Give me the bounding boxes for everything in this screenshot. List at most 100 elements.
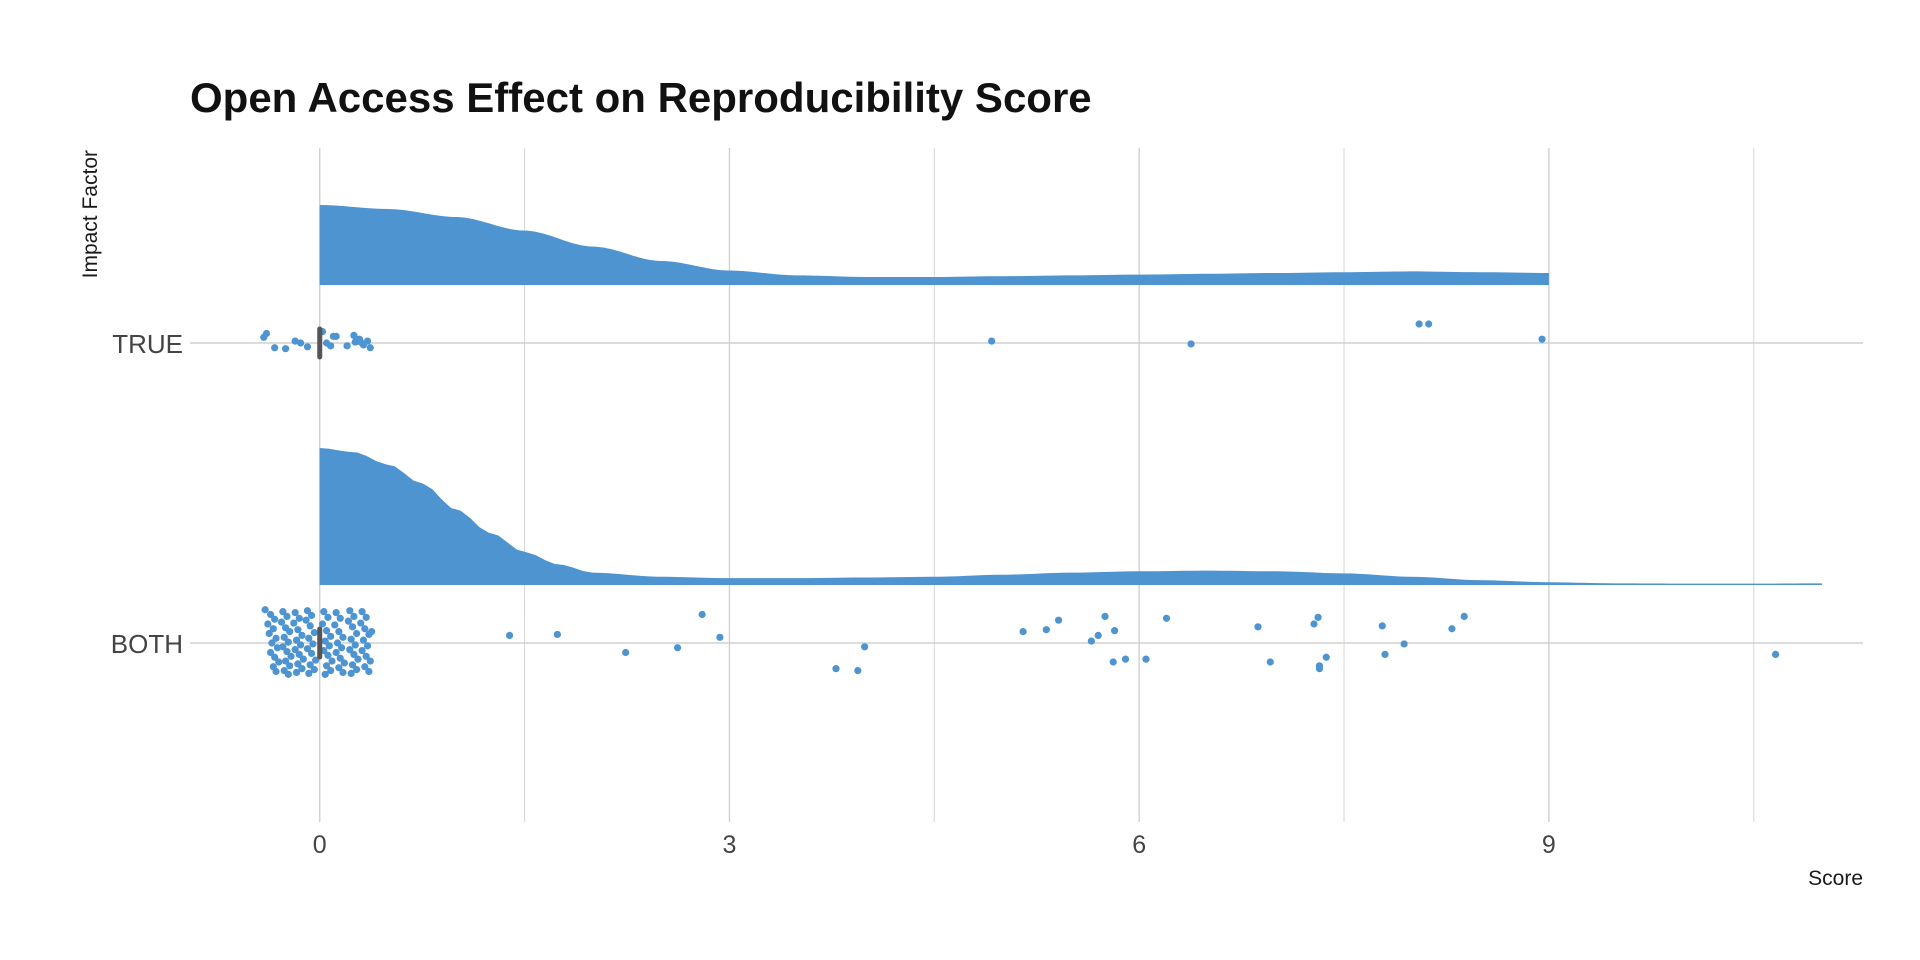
data-point xyxy=(335,664,343,672)
points-layer xyxy=(260,320,1780,678)
data-point xyxy=(332,648,340,657)
y-category-label: TRUE xyxy=(112,329,183,359)
data-point xyxy=(1266,658,1274,666)
data-point xyxy=(348,661,357,669)
data-point xyxy=(271,615,279,623)
x-tick-label: 0 xyxy=(313,831,327,859)
data-point xyxy=(279,643,287,651)
data-point xyxy=(832,665,840,673)
data-point xyxy=(283,647,291,656)
data-point xyxy=(291,646,299,654)
data-point xyxy=(716,633,724,641)
data-point xyxy=(272,667,280,676)
data-point xyxy=(1310,620,1318,628)
data-point xyxy=(321,637,329,645)
data-point xyxy=(303,645,312,653)
data-point xyxy=(294,660,302,668)
data-point xyxy=(622,648,630,657)
data-point xyxy=(331,621,339,629)
data-point xyxy=(346,646,354,654)
data-point xyxy=(305,634,313,642)
data-point xyxy=(279,608,287,616)
x-tick-label: 6 xyxy=(1132,831,1146,859)
data-point xyxy=(303,343,312,351)
data-point xyxy=(359,636,368,644)
data-point xyxy=(283,612,291,621)
data-point xyxy=(321,670,329,678)
data-point xyxy=(292,668,301,677)
data-point xyxy=(298,665,306,673)
data-point xyxy=(1322,653,1330,661)
data-point xyxy=(302,616,310,624)
data-point xyxy=(269,625,277,633)
data-point xyxy=(312,656,320,664)
data-point xyxy=(282,657,290,665)
data-point xyxy=(1019,628,1027,636)
data-point xyxy=(327,666,335,675)
data-point xyxy=(303,607,312,615)
data-point xyxy=(505,631,514,640)
data-point xyxy=(357,619,365,627)
data-point xyxy=(361,663,369,671)
data-point xyxy=(1094,631,1102,640)
data-point xyxy=(322,627,331,635)
data-point xyxy=(282,345,290,353)
data-point xyxy=(1110,627,1119,635)
data-point xyxy=(337,644,346,652)
x-tick-label: 3 xyxy=(723,831,737,859)
data-point xyxy=(861,643,869,651)
data-point xyxy=(264,620,272,628)
data-point xyxy=(353,629,361,638)
data-point xyxy=(290,619,298,627)
data-point xyxy=(1109,658,1117,666)
data-point xyxy=(339,633,347,641)
data-point xyxy=(297,641,305,649)
data-point xyxy=(1142,655,1150,663)
data-point xyxy=(854,666,862,675)
data-point xyxy=(336,654,344,662)
data-point xyxy=(318,620,327,628)
data-point xyxy=(336,614,344,622)
data-point xyxy=(286,628,294,636)
data-point xyxy=(1378,622,1386,630)
data-point xyxy=(673,644,682,652)
data-point xyxy=(286,662,294,670)
data-point xyxy=(268,639,276,647)
data-point xyxy=(354,655,362,663)
label-layer: 0 3 6 9 TRUE BOTH xyxy=(111,329,1556,859)
data-point xyxy=(332,609,340,617)
data-point xyxy=(1771,650,1780,659)
data-point xyxy=(265,629,273,638)
data-point xyxy=(344,617,353,625)
y-axis-title: Impact Factor xyxy=(79,150,102,278)
data-point xyxy=(273,644,282,652)
data-point xyxy=(309,640,317,648)
x-tick-label: 9 xyxy=(1542,831,1556,859)
data-point xyxy=(275,658,283,666)
data-point xyxy=(291,337,299,345)
data-point xyxy=(298,631,306,640)
data-point xyxy=(306,661,314,669)
data-point xyxy=(272,634,280,642)
x-axis-title: Score xyxy=(1808,867,1863,890)
data-point xyxy=(271,344,279,352)
data-point xyxy=(277,618,286,626)
data-point xyxy=(280,633,288,641)
data-point xyxy=(350,331,358,339)
data-point xyxy=(1415,320,1423,328)
data-point xyxy=(363,337,372,345)
data-point xyxy=(366,344,374,352)
data-point xyxy=(1101,612,1109,621)
data-point xyxy=(295,650,303,659)
data-point xyxy=(363,642,372,650)
data-point xyxy=(1448,625,1456,633)
data-point xyxy=(261,606,269,614)
y-category-label: BOTH xyxy=(111,629,183,659)
data-point xyxy=(340,659,348,667)
data-point xyxy=(351,641,359,649)
data-point xyxy=(1400,640,1408,648)
data-point xyxy=(347,635,355,643)
data-point xyxy=(350,650,358,659)
data-point xyxy=(1460,612,1468,621)
